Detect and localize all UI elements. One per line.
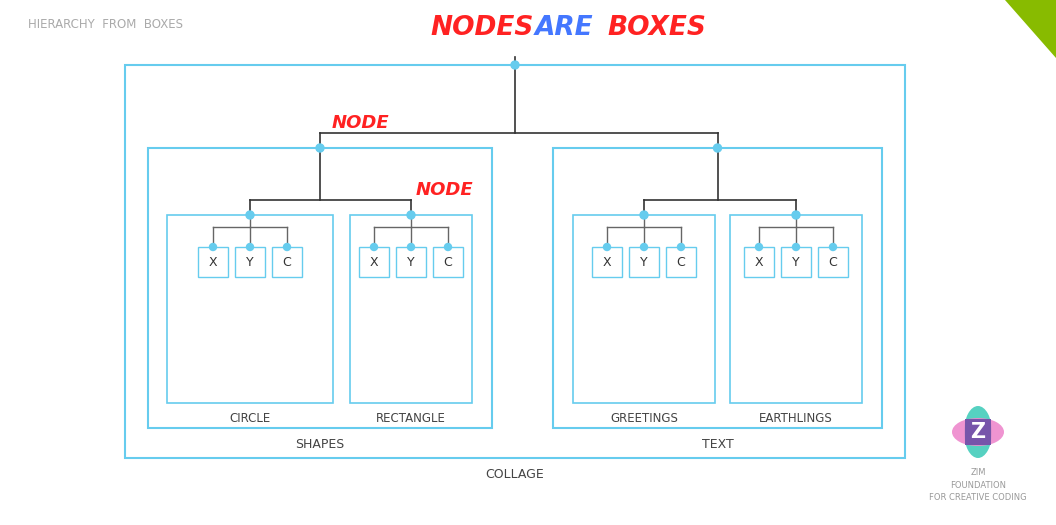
Text: NODE: NODE [332,114,390,132]
Circle shape [640,211,648,219]
Text: X: X [755,256,763,268]
Circle shape [792,244,799,250]
Text: NODES: NODES [430,15,533,41]
Text: CIRCLE: CIRCLE [229,413,270,425]
Text: TEXT: TEXT [701,438,733,452]
FancyBboxPatch shape [125,65,905,458]
Circle shape [445,244,452,250]
Circle shape [316,144,324,152]
FancyBboxPatch shape [629,247,659,277]
FancyBboxPatch shape [199,247,228,277]
Text: RECTANGLE: RECTANGLE [376,413,446,425]
Text: Y: Y [408,256,415,268]
Circle shape [511,61,518,69]
Ellipse shape [964,406,992,458]
FancyBboxPatch shape [965,419,991,445]
Circle shape [792,211,800,219]
FancyBboxPatch shape [396,247,426,277]
Text: GREETINGS: GREETINGS [610,413,678,425]
Text: SHAPES: SHAPES [296,438,344,452]
FancyBboxPatch shape [730,215,862,403]
FancyBboxPatch shape [553,148,882,428]
Text: EARTHLINGS: EARTHLINGS [759,413,833,425]
Text: C: C [444,256,452,268]
Circle shape [603,244,610,250]
FancyBboxPatch shape [272,247,302,277]
Text: X: X [370,256,378,268]
Text: Y: Y [792,256,799,268]
Circle shape [408,244,415,250]
Text: C: C [677,256,685,268]
Text: C: C [283,256,291,268]
FancyBboxPatch shape [573,215,715,403]
FancyBboxPatch shape [350,215,472,403]
FancyBboxPatch shape [148,148,492,428]
FancyBboxPatch shape [592,247,622,277]
FancyBboxPatch shape [433,247,463,277]
FancyBboxPatch shape [744,247,774,277]
FancyBboxPatch shape [666,247,696,277]
Circle shape [371,244,377,250]
Circle shape [209,244,216,250]
Text: Y: Y [640,256,647,268]
Text: X: X [603,256,611,268]
Text: ZIM
FOUNDATION
FOR CREATIVE CODING: ZIM FOUNDATION FOR CREATIVE CODING [929,468,1026,502]
Text: NODE: NODE [416,181,474,199]
Ellipse shape [953,418,1004,446]
Circle shape [755,244,762,250]
FancyBboxPatch shape [167,215,333,403]
Polygon shape [1005,0,1056,58]
FancyBboxPatch shape [818,247,848,277]
Text: HIERARCHY  FROM  BOXES: HIERARCHY FROM BOXES [29,18,183,31]
Circle shape [283,244,290,250]
FancyBboxPatch shape [781,247,811,277]
Circle shape [407,211,415,219]
Circle shape [678,244,684,250]
Text: COLLAGE: COLLAGE [486,468,545,481]
Text: X: X [209,256,218,268]
Text: Y: Y [246,256,253,268]
Text: BOXES: BOXES [607,15,705,41]
FancyBboxPatch shape [235,247,265,277]
Circle shape [714,144,721,152]
Circle shape [246,244,253,250]
Circle shape [246,211,254,219]
Circle shape [830,244,836,250]
Circle shape [641,244,647,250]
Text: C: C [829,256,837,268]
FancyBboxPatch shape [359,247,389,277]
Text: Z: Z [970,422,985,442]
Text: ARE: ARE [535,15,593,41]
